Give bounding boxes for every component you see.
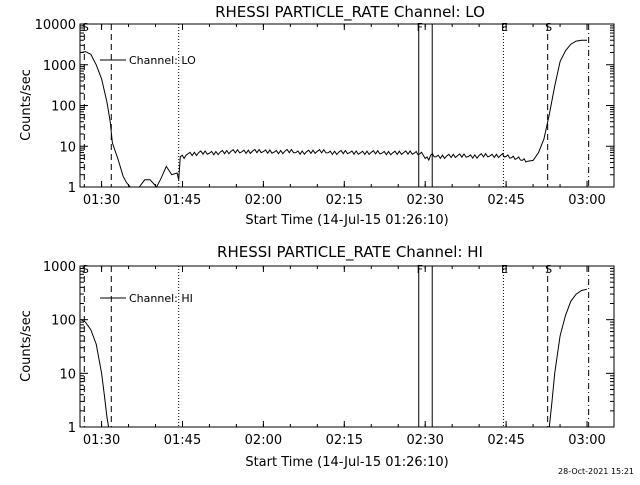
y-tick-label-lo-1: 10 xyxy=(59,140,76,155)
legend-label-hi: Channel: HI xyxy=(129,292,193,305)
marker-label-hi-6: S xyxy=(545,263,552,276)
y-tick-label-hi-3: 1000 xyxy=(43,260,76,275)
legend-hi: Channel: HI xyxy=(100,292,193,305)
x-tick-label-lo-0: 01:30 xyxy=(83,193,120,208)
plot-frame-lo xyxy=(79,23,615,188)
x-tick-label-lo-5: 02:45 xyxy=(487,193,524,208)
x-axis-label-lo: Start Time (14-Jul-15 01:26:10) xyxy=(245,213,448,228)
series-line-lo xyxy=(80,39,587,188)
x-tick-label-hi-1: 01:45 xyxy=(164,433,201,448)
legend-lo: Channel: LO xyxy=(100,54,196,67)
marker-label-lo-5: E xyxy=(501,21,508,34)
x-tick-label-hi-0: 01:30 xyxy=(83,433,120,448)
x-tick-label-hi-3: 02:15 xyxy=(326,433,363,448)
x-tick-label-lo-3: 02:15 xyxy=(326,193,363,208)
x-tick-label-lo-1: 01:45 xyxy=(164,193,201,208)
y-tick-label-lo-4: 10000 xyxy=(35,18,76,33)
x-tick-label-hi-2: 02:00 xyxy=(245,433,282,448)
x-tick-label-lo-4: 02:30 xyxy=(406,193,443,208)
x-tick-label-lo-6: 03:00 xyxy=(568,193,605,208)
axes-lo: 01:30 01:45 02:00 02:15 02:30 02:45 03:00 1 10 10… xyxy=(35,18,615,208)
y-tick-label-hi-2: 100 xyxy=(51,314,76,329)
panel-lo: RHESSI PARTICLE_RATE Channel: LO S F E S 01… xyxy=(19,3,615,228)
series-line-hi xyxy=(80,288,588,428)
y-tick-label-lo-0: 1 xyxy=(68,181,76,196)
x-tick-label-lo-2: 02:00 xyxy=(245,193,282,208)
x-tick-label-hi-4: 02:30 xyxy=(406,433,443,448)
y-tick-label-hi-0: 1 xyxy=(68,421,76,436)
marker-label-hi-5: E xyxy=(501,263,508,276)
x-axis-label-hi: Start Time (14-Jul-15 01:26:10) xyxy=(245,455,448,470)
chart-title-lo: RHESSI PARTICLE_RATE Channel: LO xyxy=(215,3,485,22)
marker-label-hi-3: F xyxy=(417,263,423,276)
panel-hi: RHESSI PARTICLE_RATE Channel: HI S F E S 01… xyxy=(19,243,615,470)
legend-label-lo: Channel: LO xyxy=(129,54,196,67)
x-tick-label-hi-5: 02:45 xyxy=(487,433,524,448)
y-axis-label-hi: Counts/sec xyxy=(19,310,34,382)
chart-title-hi: RHESSI PARTICLE_RATE Channel: HI xyxy=(217,243,483,262)
timestamp-footer: 28-Oct-2021 15:21 xyxy=(558,467,634,476)
marker-label-lo-6: S xyxy=(545,21,552,34)
marker-label-hi-0: S xyxy=(82,263,89,276)
x-tick-label-hi-6: 03:00 xyxy=(568,433,605,448)
y-tick-label-hi-1: 10 xyxy=(59,367,76,382)
marker-label-lo-3: F xyxy=(417,21,423,34)
y-axis-label-lo: Counts/sec xyxy=(19,69,34,141)
plot-frame-hi xyxy=(79,265,615,428)
y-tick-label-lo-3: 1000 xyxy=(43,59,76,74)
axes-hi: 01:30 01:45 02:00 02:15 02:30 02:45 03:00 1 10 10… xyxy=(43,260,615,448)
y-tick-label-lo-2: 100 xyxy=(51,100,76,115)
marker-label-lo-0: S xyxy=(82,21,89,34)
